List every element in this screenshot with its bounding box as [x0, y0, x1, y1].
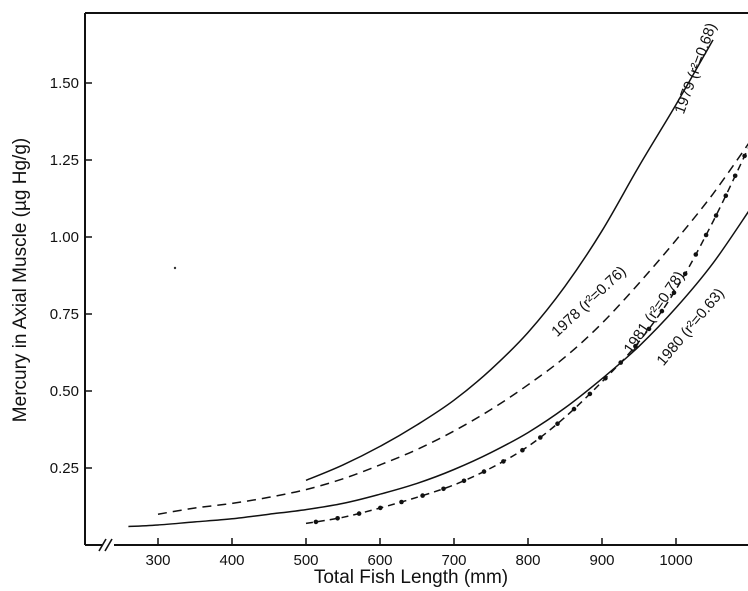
series-point-1981	[555, 421, 560, 427]
series-point-1981	[501, 459, 506, 464]
series-point-1981	[659, 308, 665, 314]
x-tick-label: 300	[145, 552, 170, 569]
series-point-1981	[420, 493, 425, 498]
series-point-1981	[378, 505, 383, 511]
series-point-1981	[520, 447, 525, 453]
x-tick-label: 900	[589, 552, 614, 569]
series-point-1981	[335, 516, 340, 521]
series-point-1981	[693, 252, 699, 257]
series-line-1979	[305, 39, 714, 481]
stray-dot	[173, 266, 177, 270]
y-axis-ticks: 0.25 0.50 0.75 1.00 1.25 1.50	[50, 75, 92, 477]
series-point-1981	[313, 519, 319, 525]
x-tick-label: 400	[219, 552, 244, 569]
x-tick-label: 1000	[659, 552, 692, 569]
y-tick-label: 1.25	[50, 152, 79, 169]
series-point-1981	[571, 406, 577, 412]
x-axis-ticks: 300 400 500 600 700 800 900 1000	[145, 538, 693, 569]
series-point-1981	[671, 290, 677, 296]
series-point-1981	[441, 486, 446, 492]
series-point-1981	[399, 499, 404, 505]
axis-break-mark	[98, 538, 113, 552]
series-point-1981	[682, 271, 688, 277]
y-tick-label: 0.25	[50, 460, 79, 477]
curve-label-1978: 1978 (r²=0.76)	[548, 263, 629, 341]
x-tick-label: 600	[367, 552, 392, 569]
series-point-1981	[633, 343, 638, 349]
series-point-1981	[587, 391, 593, 397]
series-point-1981	[618, 360, 623, 365]
curve-label-1979: 1979 (r²=0.68)	[671, 21, 720, 117]
x-tick-label: 700	[441, 552, 466, 569]
y-tick-label: 0.75	[50, 306, 79, 323]
series-layer	[128, 39, 748, 528]
series-point-1981	[713, 213, 719, 218]
y-axis-title: Mercury in Axial Muscle (µg Hg/g)	[10, 138, 31, 422]
series-line-1980	[128, 210, 748, 528]
plot-frame	[84, 12, 748, 552]
series-point-1981	[538, 435, 543, 440]
series-point-1981	[461, 478, 467, 484]
series-point-1981	[723, 193, 729, 198]
series-point-1981	[481, 469, 487, 474]
series-point-1981	[703, 232, 709, 238]
series-point-1981	[646, 326, 652, 332]
curve-labels: 1979 (r²=0.68)1978 (r²=0.76) 1980 (r²=0.6…	[548, 21, 728, 369]
series-point-1981	[732, 173, 738, 179]
x-axis-title: Total Fish Length (mm)	[314, 567, 508, 588]
y-tick-label: 0.50	[50, 383, 79, 400]
x-tick-label: 500	[293, 552, 318, 569]
y-tick-label: 1.00	[50, 229, 79, 246]
series-line-1978	[157, 143, 748, 515]
series-point-1981	[356, 511, 362, 516]
series-point-1981	[603, 376, 608, 381]
series-point-1981	[742, 153, 747, 159]
y-tick-label: 1.50	[50, 75, 79, 92]
x-tick-label: 800	[515, 552, 540, 569]
